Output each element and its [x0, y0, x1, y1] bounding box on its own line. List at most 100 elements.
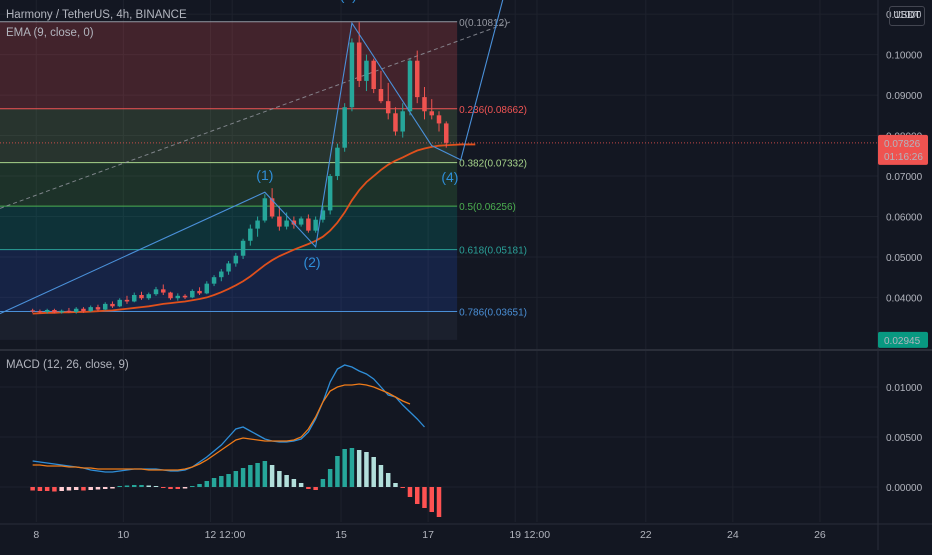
- candle-body-5: [66, 310, 72, 312]
- macd-bar-56: [436, 487, 442, 517]
- wave-label-1: (2): [303, 254, 320, 270]
- macd-bar-41: [327, 469, 333, 487]
- candle-body-57: [444, 123, 449, 143]
- candle-body-13: [124, 299, 130, 302]
- candle-body-19: [168, 292, 173, 299]
- last-price-label: 0.07826: [884, 139, 921, 150]
- fib-zone-5: [0, 311, 458, 340]
- macd-legend[interactable]: MACD (12, 26, close, 9): [6, 359, 129, 371]
- candle-51: [400, 103, 405, 138]
- candle-body-20: [175, 295, 181, 299]
- time-tick-4: 15: [335, 529, 347, 541]
- macd-bar-10: [102, 487, 108, 489]
- macd-bar-48: [378, 465, 384, 487]
- candle-body-11: [110, 303, 115, 307]
- macd-bar-5: [66, 487, 72, 491]
- macd-bar-1: [37, 487, 43, 491]
- macd-bar-42: [335, 456, 340, 487]
- candle-body-35: [284, 220, 289, 227]
- candle-22: [190, 289, 195, 299]
- candle-body-28: [233, 255, 239, 264]
- candle-23: [197, 287, 202, 295]
- candle-19: [168, 291, 173, 300]
- macd-bar-31: [255, 463, 260, 487]
- fib-label-2: 0.382(0.07332): [459, 159, 527, 170]
- candle-11: [110, 301, 115, 308]
- candle-body-29: [240, 240, 246, 256]
- candle-33: [269, 188, 275, 219]
- macd-bar-44: [349, 448, 355, 487]
- macd-bar-8: [88, 487, 93, 490]
- macd-bar-38: [306, 487, 311, 489]
- candle-0: [30, 308, 35, 313]
- macd-bar-50: [393, 483, 398, 487]
- price-tick-7: 0.04000: [886, 293, 923, 304]
- candle-47: [371, 58, 376, 94]
- candle-body-36: [291, 220, 297, 225]
- candle-body-2: [44, 309, 50, 312]
- macd-tick-0: 0.01000: [886, 383, 923, 394]
- macd-bar-16: [146, 485, 152, 487]
- time-tick-5: 17: [422, 529, 434, 541]
- candle-3: [52, 308, 57, 314]
- time-tick-3: 12:00: [219, 529, 245, 541]
- candle-54: [422, 87, 427, 120]
- candle-body-23: [197, 290, 202, 294]
- candle-53: [414, 50, 420, 104]
- candle-body-49: [385, 101, 391, 114]
- macd-line: [32, 364, 425, 473]
- macd-bar-20: [175, 487, 181, 489]
- macd-bar-18: [161, 487, 166, 488]
- macd-bar-4: [59, 487, 64, 491]
- candle-body-54: [422, 97, 427, 112]
- macd-bar-26: [219, 476, 224, 487]
- fib-zone-2: [0, 162, 458, 207]
- candle-body-50: [393, 113, 398, 132]
- macd-bar-25: [211, 478, 217, 487]
- candle-body-33: [269, 198, 275, 217]
- candle-body-25: [211, 277, 217, 284]
- ema-legend[interactable]: EMA (9, close, 0): [6, 27, 94, 39]
- candle-body-46: [364, 60, 369, 81]
- candle-25: [211, 275, 217, 287]
- time-tick-1: 10: [118, 529, 130, 541]
- candle-body-45: [356, 42, 362, 81]
- currency-button[interactable]: USDT: [889, 6, 925, 26]
- candle-body-30: [248, 228, 253, 241]
- candle-body-3: [52, 309, 57, 313]
- macd-bar-13: [124, 485, 130, 487]
- candle-48: [378, 70, 384, 104]
- macd-bar-7: [81, 487, 86, 491]
- candle-body-21: [182, 295, 188, 298]
- candle-2: [44, 308, 50, 314]
- macd-bar-11: [110, 487, 115, 489]
- lower-price-badge: [878, 331, 928, 348]
- ema-line: [32, 143, 476, 315]
- price-tick-2: 0.09000: [886, 91, 923, 102]
- symbol-title[interactable]: Harmony / TetherUS, 4h, BINANCE: [6, 9, 187, 21]
- time-tick-7: 12:00: [524, 529, 550, 541]
- price-tick-5: 0.06000: [886, 212, 923, 223]
- macd-bar-34: [277, 471, 282, 487]
- candle-49: [385, 82, 391, 120]
- macd-tick-1: 0.00500: [886, 433, 923, 444]
- candle-40: [320, 206, 326, 223]
- candle-body-26: [219, 271, 224, 278]
- candle-45: [356, 22, 362, 87]
- fib-zone-1: [0, 108, 458, 163]
- price-tick-0: 0.11000: [886, 10, 922, 21]
- candle-body-8: [88, 307, 93, 312]
- candle-17: [153, 286, 159, 296]
- fib-label-1: 0.236(0.08662): [459, 105, 527, 116]
- candle-body-52: [407, 60, 413, 112]
- candle-21: [182, 294, 188, 300]
- candle-body-40: [320, 210, 326, 220]
- fib-label-3: 0.5(0.06256): [459, 202, 516, 213]
- time-tick-0: 8: [33, 529, 39, 541]
- macd-bar-2: [44, 487, 50, 491]
- candle-body-38: [306, 218, 311, 231]
- macd-bar-55: [429, 487, 434, 512]
- macd-histogram: [30, 448, 442, 517]
- candle-body-6: [73, 308, 79, 312]
